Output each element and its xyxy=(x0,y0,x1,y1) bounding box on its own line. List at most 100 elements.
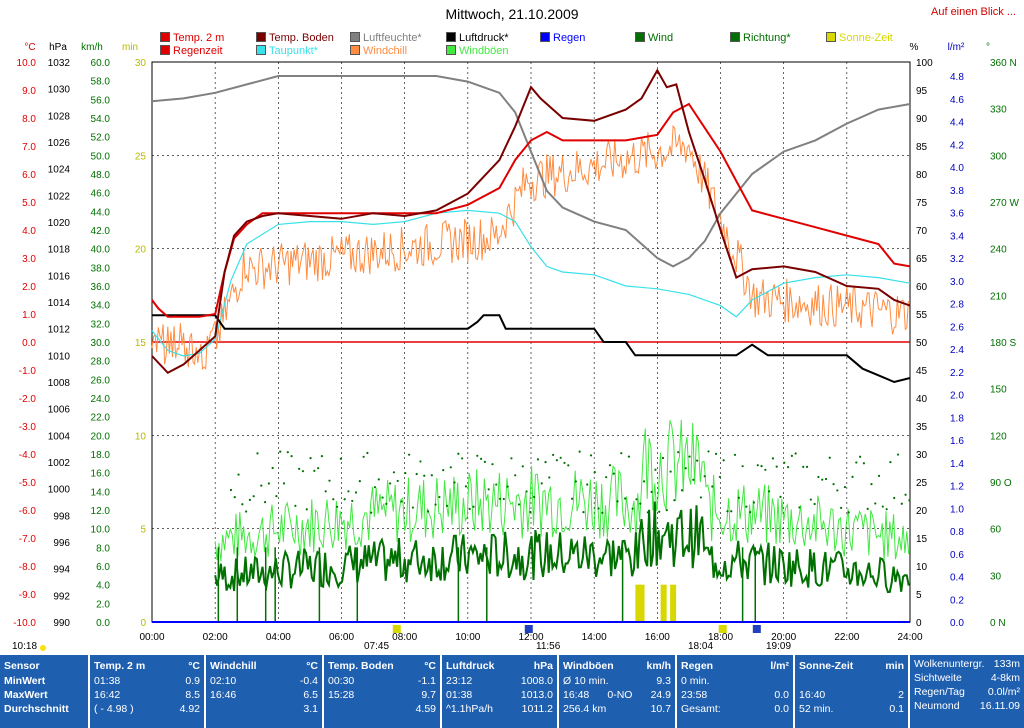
direction-dot xyxy=(749,511,752,514)
stats-time: 02:10 xyxy=(210,675,237,687)
pct-tick: 75 xyxy=(916,198,928,209)
direction-dot xyxy=(335,505,339,508)
rain-tick: 4.8 xyxy=(950,72,964,83)
legend-label: Temp. Boden xyxy=(269,32,334,44)
rain-tick: 0.6 xyxy=(950,550,964,561)
direction-dot xyxy=(817,475,820,479)
sun-bar xyxy=(635,584,642,622)
axis-unit-min: min xyxy=(122,42,138,53)
pct-tick: 20 xyxy=(916,506,928,517)
direction-dot xyxy=(347,490,350,493)
overview-link[interactable]: Auf einen Blick ... xyxy=(931,6,1016,18)
direction-dot xyxy=(650,490,653,494)
direction-dot xyxy=(298,467,301,471)
direction-dot xyxy=(582,511,585,514)
time-tick: 00:00 xyxy=(139,632,164,643)
legend-swatch xyxy=(446,32,456,42)
hpa-tick: 1018 xyxy=(48,245,71,256)
temp-tick: 8.0 xyxy=(22,114,36,125)
direction-dot xyxy=(510,457,513,460)
direction-dot xyxy=(495,483,498,486)
direction-dot xyxy=(627,455,631,458)
stats-unit: min xyxy=(885,660,904,672)
legend-label: Luftdruck* xyxy=(459,32,509,44)
direction-dot xyxy=(741,465,744,468)
kmh-tick: 26.0 xyxy=(91,375,111,386)
axis-unit-pct: % xyxy=(910,42,919,53)
direction-dot xyxy=(620,452,623,455)
legend-swatch xyxy=(160,45,170,55)
direction-dot xyxy=(286,451,289,454)
direction-dot xyxy=(377,478,380,481)
kmh-tick: 18.0 xyxy=(91,450,111,461)
hpa-tick: 1014 xyxy=(48,298,71,309)
stats-unit: °C xyxy=(188,660,200,672)
direction-dot xyxy=(267,482,270,485)
direction-dot xyxy=(468,507,471,511)
direction-dot xyxy=(821,478,824,481)
temp-tick: -5.0 xyxy=(19,478,37,489)
rain-tick: 3.0 xyxy=(950,277,964,288)
hpa-tick: 1012 xyxy=(48,325,71,336)
direction-dot xyxy=(555,459,558,462)
direction-dot xyxy=(370,511,373,514)
legend-item: Luftdruck* xyxy=(446,32,509,44)
legend-item: Luftfeuchte* xyxy=(350,32,422,44)
direction-dot xyxy=(775,465,778,468)
direction-dot xyxy=(733,453,737,456)
hpa-tick: 998 xyxy=(53,511,70,522)
stats-unit: hPa xyxy=(533,660,553,672)
temp-tick: 4.0 xyxy=(22,226,36,237)
temp-tick: 0.0 xyxy=(22,338,36,349)
stats-col-sensor: Sensor MinWert MaxWert Durchschnitt xyxy=(0,655,90,728)
stats-label: MinWert xyxy=(4,675,46,687)
stats-value: 10.7 xyxy=(650,703,671,715)
direction-dot xyxy=(889,460,892,464)
legend-label: Luftfeuchte* xyxy=(363,32,422,44)
direction-dot xyxy=(517,503,521,506)
stats-time: 15:28 xyxy=(328,689,355,701)
dir-tick: 360 N xyxy=(990,58,1017,69)
direction-dot xyxy=(718,475,721,479)
time-markers: 10:18 07:45 11:56 18:04 19:09 xyxy=(0,640,1024,655)
series-windboeen xyxy=(214,419,910,562)
kmh-tick: 48.0 xyxy=(91,170,111,181)
direction-dot xyxy=(423,474,426,477)
time-tick: 06:00 xyxy=(329,632,354,643)
direction-dot xyxy=(692,478,695,481)
direction-dot xyxy=(794,452,797,455)
hpa-tick: 1010 xyxy=(48,351,71,362)
direction-dot xyxy=(574,480,577,483)
rain-tick: 4.4 xyxy=(950,118,964,129)
kmh-tick: 52.0 xyxy=(91,133,111,144)
extra-key: Regen/Tag xyxy=(914,686,965,698)
kmh-tick: 42.0 xyxy=(91,226,111,237)
legend-item: Wind xyxy=(635,32,673,44)
stats-header: Temp. Boden xyxy=(328,660,394,672)
temp-tick: 1.0 xyxy=(22,310,36,321)
direction-dot xyxy=(790,454,793,457)
stats-value: 4.92 xyxy=(179,703,200,715)
stats-time: 23:12 xyxy=(446,675,473,687)
direction-dot xyxy=(654,468,657,471)
direction-dot xyxy=(544,460,547,464)
direction-dot xyxy=(612,472,615,475)
direction-dot xyxy=(445,504,449,507)
stats-time: ^1.1hPa/h xyxy=(446,703,493,715)
kmh-tick: 30.0 xyxy=(91,338,111,349)
direction-dot xyxy=(798,506,801,509)
kmh-tick: 60.0 xyxy=(91,58,111,69)
rain-tick: 1.8 xyxy=(950,413,964,424)
kmh-tick: 32.0 xyxy=(91,319,111,330)
stats-value: 4.59 xyxy=(415,703,436,715)
rain-tick: 2.2 xyxy=(950,368,964,379)
kmh-tick: 46.0 xyxy=(91,189,111,200)
direction-dot xyxy=(559,456,562,459)
direction-dot xyxy=(786,466,790,469)
stats-time: 00:30 xyxy=(328,675,355,687)
direction-dot xyxy=(813,502,816,506)
direction-dot xyxy=(874,502,877,505)
stats-time: 16:42 xyxy=(94,689,121,701)
rain-tick: 1.2 xyxy=(950,482,964,493)
direction-dot xyxy=(248,498,252,501)
